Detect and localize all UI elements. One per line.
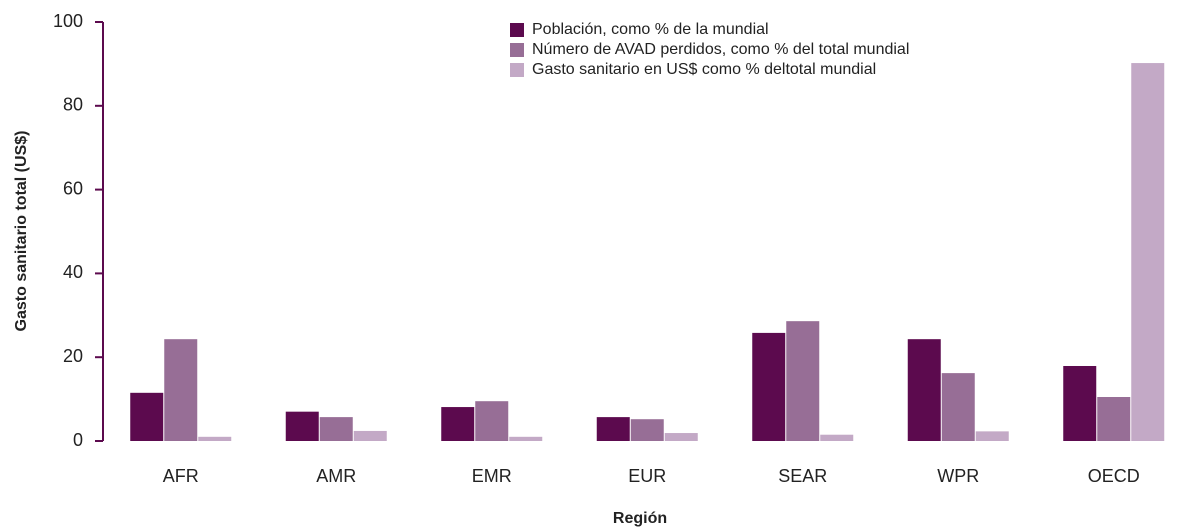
bar (975, 431, 1009, 441)
legend-swatch (510, 43, 524, 57)
bar (596, 417, 630, 441)
bar (164, 339, 198, 441)
bar (285, 411, 319, 441)
bar (752, 332, 786, 441)
legend-swatch (510, 23, 524, 37)
x-axis-label: Región (613, 510, 667, 527)
y-tick-label: 60 (63, 178, 83, 198)
legend-label: Gasto sanitario en US$ como % deltotal m… (532, 61, 876, 78)
bar (664, 433, 698, 441)
bar (353, 430, 387, 441)
bar (786, 321, 820, 441)
legend-swatch (510, 63, 524, 77)
bar (630, 419, 664, 441)
x-tick-label: WPR (937, 466, 979, 486)
x-tick-label: SEAR (778, 466, 827, 486)
bar (441, 407, 475, 441)
bar (820, 434, 854, 441)
bar (475, 401, 509, 441)
y-axis-label: Gasto sanitario total (US$) (13, 131, 30, 332)
bar (907, 339, 941, 441)
x-tick-label: EMR (472, 466, 512, 486)
bar (198, 436, 232, 441)
bar (1063, 365, 1097, 441)
x-tick-label: OECD (1088, 466, 1140, 486)
y-tick-label: 0 (73, 430, 83, 450)
x-tick-label: AMR (316, 466, 356, 486)
bar (130, 392, 164, 441)
legend-label: Población, como % de la mundial (532, 21, 769, 38)
x-tick-label: EUR (628, 466, 666, 486)
y-tick-label: 100 (53, 11, 83, 31)
bar (1097, 397, 1131, 441)
y-tick-label: 20 (63, 346, 83, 366)
bar (509, 436, 543, 441)
y-tick-label: 40 (63, 262, 83, 282)
bar (941, 373, 975, 441)
y-tick-label: 80 (63, 95, 83, 115)
legend-label: Número de AVAD perdidos, como % del tota… (532, 41, 909, 58)
bar (1131, 63, 1165, 441)
x-tick-label: AFR (163, 466, 199, 486)
bar (319, 417, 353, 441)
